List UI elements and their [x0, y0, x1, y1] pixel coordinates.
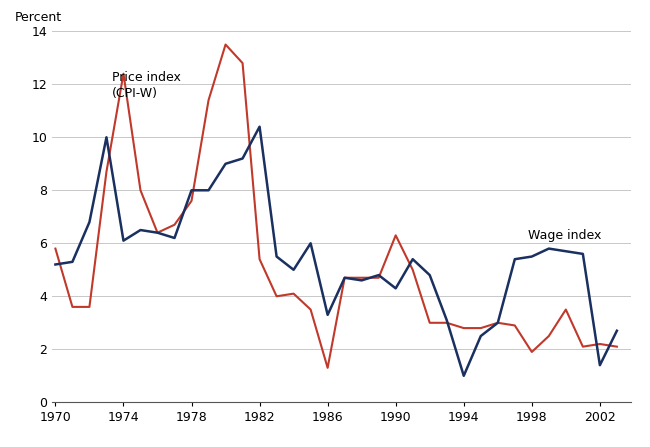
Text: Price index
(CPI-W): Price index (CPI-W): [112, 71, 181, 100]
Text: Percent: Percent: [14, 11, 62, 24]
Text: Wage index: Wage index: [528, 229, 602, 242]
